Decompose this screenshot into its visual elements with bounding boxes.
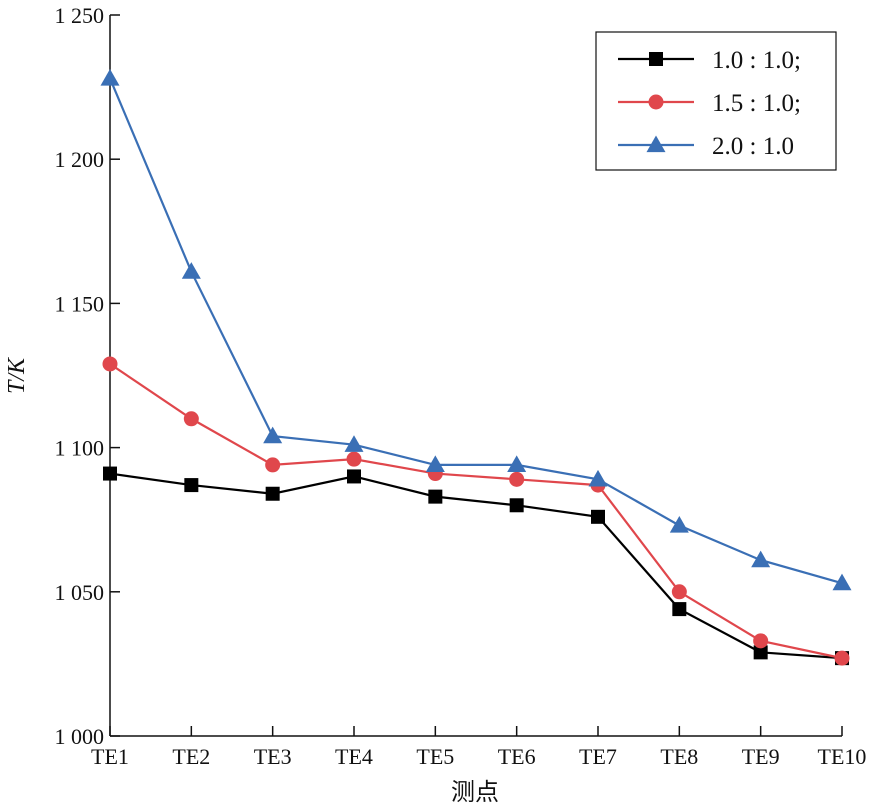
- data-point: [753, 633, 769, 649]
- series-2: [102, 356, 850, 666]
- data-point: [181, 262, 201, 279]
- data-point: [347, 469, 361, 484]
- x-tick-label: TE5: [416, 744, 454, 769]
- y-tick-label: 1 250: [55, 3, 105, 28]
- x-axis-label: 测点: [451, 779, 499, 806]
- legend-label: 1.0 : 1.0;: [712, 47, 801, 74]
- data-point: [265, 457, 281, 473]
- data-point: [753, 645, 768, 660]
- y-tick-label: 1 150: [55, 291, 105, 316]
- legend-marker: [646, 135, 666, 153]
- legend-label: 2.0 : 1.0: [712, 133, 794, 160]
- y-axis-label: T/K: [4, 356, 30, 394]
- legend-item: 1.0 : 1.0;: [618, 47, 801, 74]
- data-point: [428, 489, 443, 504]
- legend-item: 2.0 : 1.0: [618, 133, 794, 160]
- x-ticks: TE1 TE2 TE3 TE4 TE5 TE6 TE7 TE8 TE9 TE10: [91, 726, 866, 769]
- data-point: [184, 478, 199, 493]
- data-point: [425, 455, 445, 473]
- x-tick-label: TE6: [498, 744, 536, 769]
- series-3: [100, 68, 852, 591]
- x-tick-label: TE8: [660, 744, 698, 769]
- series-1: [103, 466, 849, 666]
- y-tick-label: 1 100: [55, 436, 105, 461]
- data-point: [263, 426, 283, 444]
- legend: 1.0 : 1.0; 1.5 : 1.0; 2.0 : 1.0: [595, 31, 837, 171]
- data-point: [344, 435, 364, 452]
- x-tick-label: TE3: [254, 744, 292, 769]
- series-line: [109, 363, 843, 660]
- x-tick-label: TE2: [172, 744, 210, 769]
- data-point: [672, 602, 687, 617]
- series-layer: [100, 68, 852, 666]
- x-tick-label: TE10: [818, 744, 867, 769]
- x-tick-label: TE9: [742, 744, 780, 769]
- axes: [109, 15, 842, 737]
- series-line: [108, 78, 843, 585]
- series-line: [109, 472, 843, 660]
- data-point: [669, 515, 689, 533]
- y-tick-label: 1 000: [55, 724, 105, 749]
- y-ticks: 1 000 1 050 1 100 1 150 1 200 1 250: [55, 3, 120, 749]
- data-point: [100, 68, 120, 86]
- x-tick-label: TE7: [579, 744, 617, 769]
- y-tick-label: 1 200: [55, 147, 105, 172]
- legend-label: 1.5 : 1.0;: [712, 90, 801, 117]
- data-point: [751, 550, 771, 568]
- data-point: [588, 469, 608, 487]
- data-point: [509, 471, 525, 487]
- data-point: [509, 498, 524, 513]
- y-tick-label: 1 050: [55, 580, 105, 605]
- legend-marker: [649, 52, 663, 66]
- data-point: [832, 573, 852, 591]
- data-point: [507, 455, 527, 473]
- data-point: [183, 411, 199, 427]
- x-tick-label: TE1: [91, 744, 129, 769]
- x-tick-label: TE4: [335, 744, 373, 769]
- data-point: [346, 451, 362, 467]
- data-point: [834, 650, 850, 666]
- data-point: [265, 486, 280, 501]
- data-point: [591, 509, 605, 524]
- legend-marker: [648, 94, 664, 110]
- data-point: [671, 584, 687, 600]
- data-point: [102, 356, 118, 372]
- data-point: [103, 466, 117, 481]
- legend-item: 1.5 : 1.0;: [618, 90, 801, 117]
